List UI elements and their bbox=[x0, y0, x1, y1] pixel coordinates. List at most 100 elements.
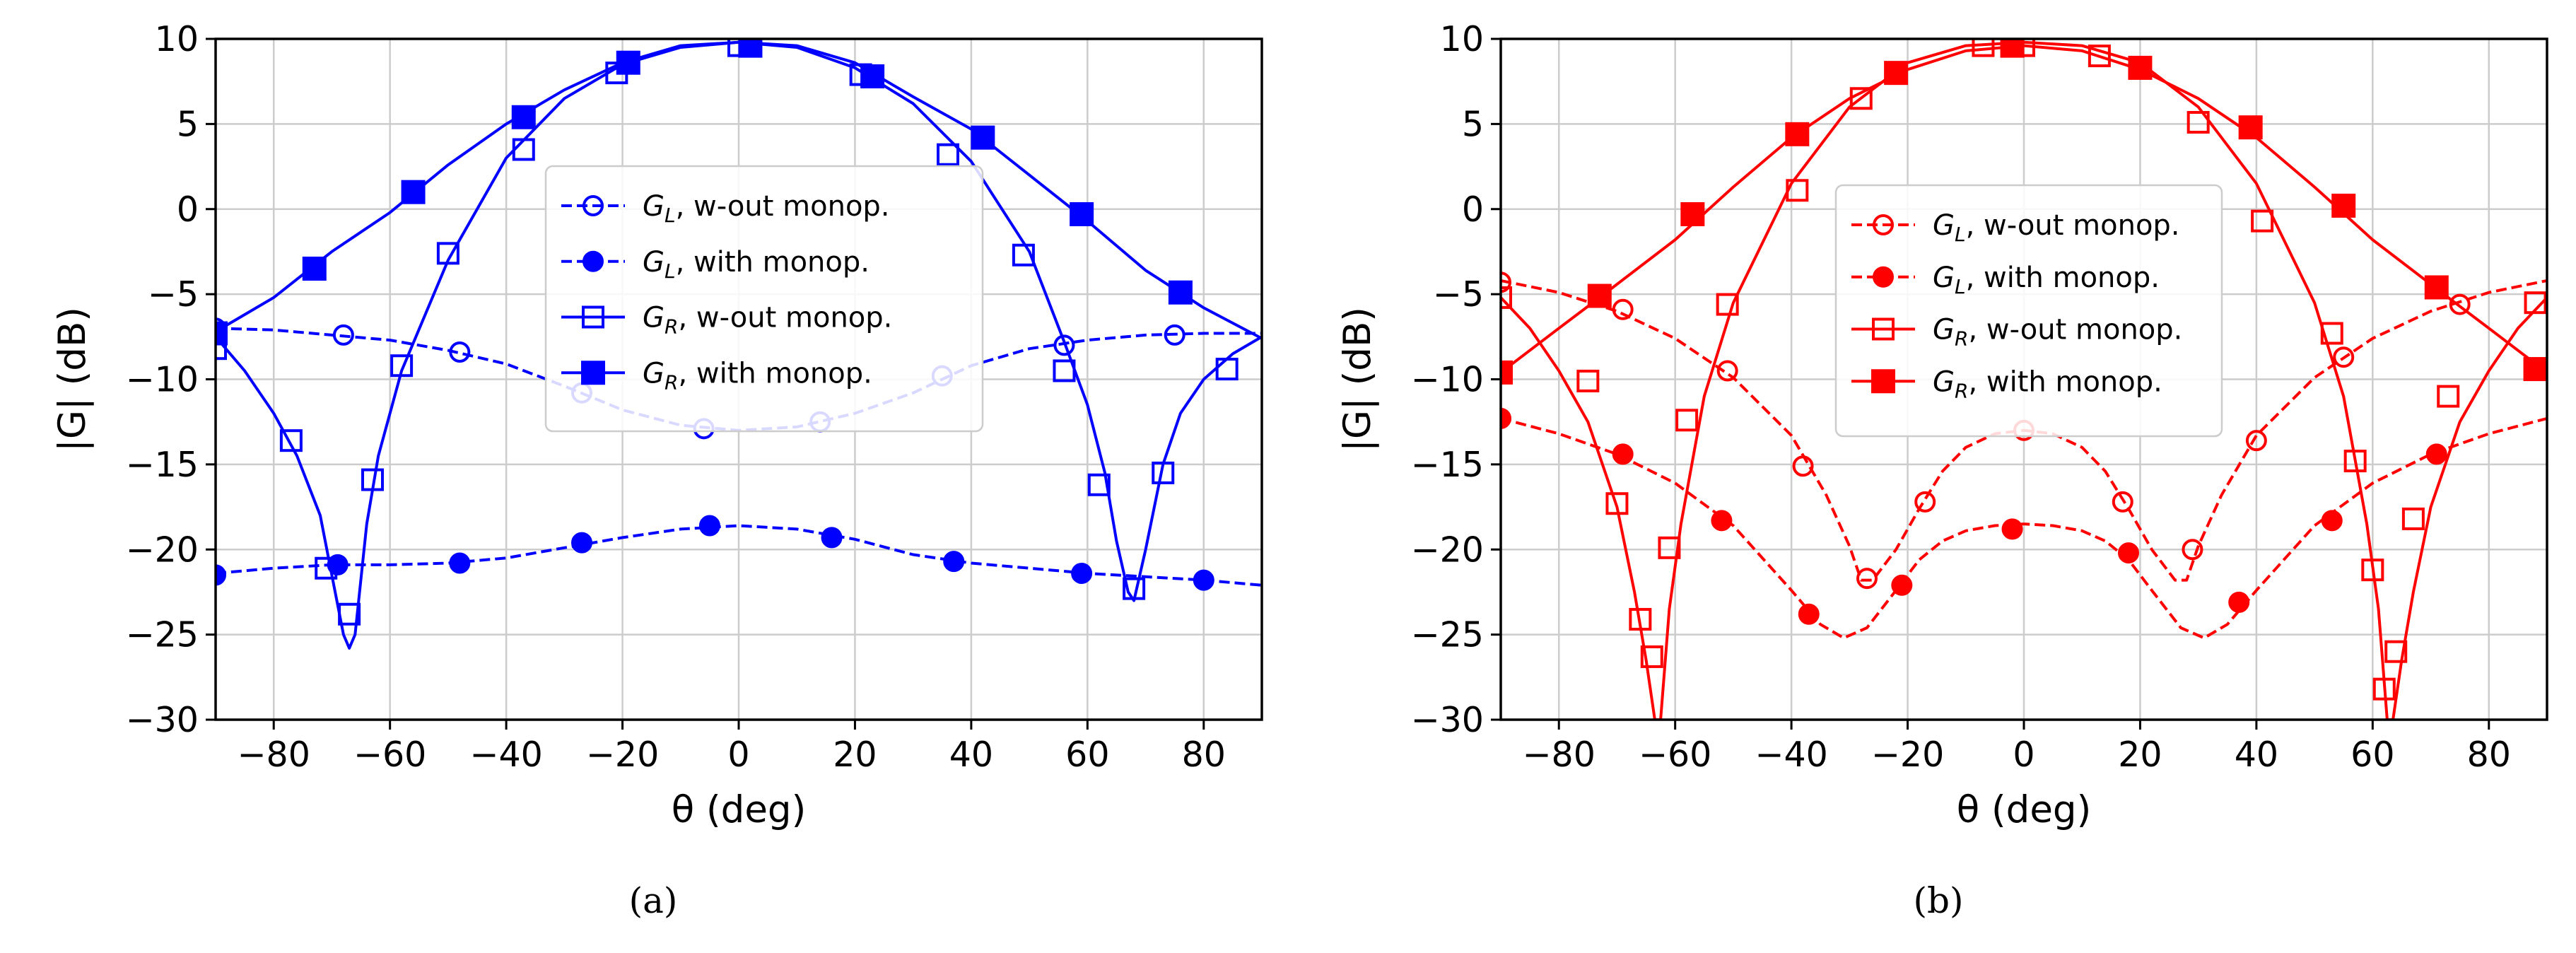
series-2-point bbox=[1012, 243, 1035, 267]
series-2-point bbox=[2437, 385, 2460, 408]
y-tick-label: −20 bbox=[1411, 530, 1484, 570]
y-tick-label: −10 bbox=[126, 360, 199, 400]
x-axis-label-text: θ (deg) bbox=[1957, 788, 2092, 831]
legend-text: , w-out monop. bbox=[678, 302, 892, 334]
legend-symbol: G bbox=[1933, 314, 1955, 346]
series-2-point bbox=[436, 242, 459, 265]
series-2-point bbox=[2343, 450, 2367, 473]
series-3-point bbox=[860, 64, 885, 88]
series-2-point bbox=[1215, 358, 1239, 381]
series-2-point bbox=[1629, 607, 1652, 631]
legend-subscript: L bbox=[1955, 223, 1966, 246]
legend-marker-1 bbox=[582, 250, 604, 272]
legend-text: , with monop. bbox=[1966, 262, 2160, 294]
y-tick-label: −30 bbox=[126, 700, 199, 740]
y-axis-label: |G| (dB) bbox=[1336, 307, 1379, 452]
x-tick-label: −60 bbox=[353, 735, 426, 775]
x-tick-label: 80 bbox=[2467, 735, 2511, 775]
y-tick-label: −15 bbox=[126, 445, 199, 485]
legend-symbol: G bbox=[643, 246, 665, 279]
legend-box bbox=[544, 165, 984, 433]
x-axis-label: θ (deg) bbox=[1957, 788, 2092, 831]
series-2-point bbox=[1849, 87, 1873, 110]
x-tick-label: 20 bbox=[2118, 735, 2162, 775]
legend-label-0: GL, w-out monop. bbox=[1933, 209, 2180, 246]
series-2-point bbox=[361, 468, 384, 491]
series-2-point bbox=[1675, 409, 1699, 432]
series-line-1 bbox=[1501, 416, 2547, 640]
series-2-point bbox=[1716, 293, 1739, 316]
legend-label-2: GR, w-out monop. bbox=[1933, 314, 2182, 351]
series-0-point bbox=[1856, 568, 1878, 590]
series-1-point bbox=[1711, 510, 1733, 532]
series-2-point bbox=[390, 354, 414, 378]
series-0-point bbox=[1501, 271, 1511, 293]
y-tick-label: −5 bbox=[1433, 274, 1484, 315]
legend-box bbox=[1834, 184, 2223, 438]
series-3-point bbox=[1785, 122, 1810, 146]
series-1-point bbox=[1501, 407, 1511, 429]
series-1-point bbox=[821, 527, 843, 549]
legend-marker-0 bbox=[1873, 214, 1894, 235]
x-tick-label: 60 bbox=[1065, 735, 1109, 775]
series-1-point bbox=[1612, 443, 1634, 465]
x-tick-label: −40 bbox=[1755, 735, 1827, 775]
y-tick-label: −25 bbox=[126, 615, 199, 655]
legend-symbol: G bbox=[643, 357, 665, 390]
legend-marker-2 bbox=[582, 305, 604, 329]
series-0-point bbox=[1716, 360, 1738, 382]
x-tick-label: 80 bbox=[1182, 735, 1226, 775]
series-3-point bbox=[1501, 360, 1513, 385]
series-3-point bbox=[216, 321, 228, 346]
series-1-point bbox=[571, 532, 592, 554]
x-tick-label: −80 bbox=[1523, 735, 1596, 775]
series-2-point bbox=[937, 143, 959, 166]
series-2-point bbox=[2088, 45, 2111, 68]
series-0-point bbox=[2449, 293, 2471, 315]
series-3-point bbox=[302, 257, 327, 281]
series-1-point bbox=[2425, 443, 2447, 465]
series-3-point bbox=[2523, 357, 2547, 382]
series-0-point bbox=[1792, 455, 1814, 477]
y-tick-label: −20 bbox=[126, 530, 199, 570]
series-3-point bbox=[2238, 115, 2263, 140]
series-3-point bbox=[738, 39, 763, 58]
y-tick-label: 5 bbox=[177, 104, 199, 144]
series-2-point bbox=[512, 138, 535, 161]
series-2-point bbox=[2361, 559, 2384, 582]
series-3-point bbox=[1587, 283, 1612, 308]
legend-subscript: L bbox=[1955, 275, 1966, 298]
x-tick-label: 40 bbox=[949, 735, 993, 775]
series-2-point bbox=[1123, 577, 1146, 600]
y-tick-label: 10 bbox=[155, 19, 199, 59]
series-2-point bbox=[2251, 209, 2274, 233]
series-2-point bbox=[338, 602, 361, 626]
series-2-point bbox=[1658, 536, 1681, 559]
legend-marker-1 bbox=[1873, 266, 1894, 288]
series-2-point bbox=[2186, 110, 2210, 134]
y-tick-label: −10 bbox=[1411, 360, 1484, 400]
series-1-point bbox=[327, 554, 349, 575]
series-2-point bbox=[2524, 291, 2547, 315]
legend-text: , w-out monop. bbox=[1968, 314, 2182, 346]
x-tick-label: 20 bbox=[833, 735, 877, 775]
y-axis-label: |G| (dB) bbox=[51, 307, 94, 452]
series-1-point bbox=[943, 551, 965, 573]
series-3-point bbox=[401, 180, 426, 204]
legend-label-1: GL, with monop. bbox=[643, 246, 870, 283]
x-tick-label: 40 bbox=[2235, 735, 2278, 775]
legend-symbol: G bbox=[643, 302, 665, 334]
series-1-point bbox=[1798, 603, 1820, 625]
series-0-point bbox=[2245, 430, 2267, 452]
series-2-point bbox=[2401, 507, 2425, 530]
legend-text: , with monop. bbox=[678, 357, 872, 390]
legend-marker-3 bbox=[581, 361, 605, 385]
legend-subscript: L bbox=[665, 204, 676, 227]
series-2-point bbox=[1786, 179, 1809, 202]
x-axis-label: θ (deg) bbox=[672, 788, 807, 831]
x-tick-label: −20 bbox=[1871, 735, 1944, 775]
series-1-point bbox=[2321, 510, 2343, 532]
x-tick-label: 60 bbox=[2350, 735, 2394, 775]
legend-label-3: GR, with monop. bbox=[1933, 366, 2162, 402]
series-0-point bbox=[449, 341, 471, 363]
